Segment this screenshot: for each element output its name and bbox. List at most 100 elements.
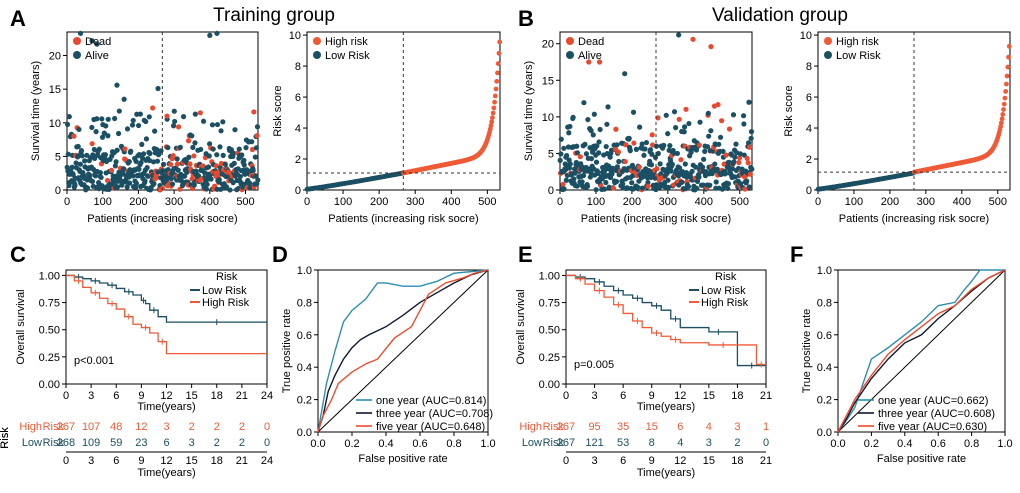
f-roc-curve-1 [837, 269, 1006, 433]
a-scatter-point [214, 30, 220, 36]
b-scatter-point [713, 179, 719, 185]
a-scatter-point [177, 144, 183, 150]
c-km-risktable-row-name: Low [22, 437, 42, 449]
a-scatter-point [114, 147, 120, 153]
a-scatter-ytick-label: 5 [55, 151, 61, 163]
b-risk-xtick-label: 300 [917, 196, 935, 208]
c-km-ytick-label: 0.00 [39, 379, 60, 391]
a-scatter-point [133, 180, 140, 186]
c-km-risktable-count: 0 [264, 437, 270, 449]
e-km-risktable-label: Risk [0, 427, 11, 449]
a-scatter-point [175, 167, 181, 173]
a-scatter-point [127, 180, 133, 186]
a-scatter-point [137, 111, 143, 117]
a-scatter-point [182, 173, 188, 179]
c-km-risktable-time: 24 [261, 455, 273, 467]
b-scatter-point [681, 124, 688, 130]
a-scatter-point [230, 150, 237, 156]
c-km-risktable-count: 268 [57, 437, 75, 449]
a-risk-xtick-label: 500 [478, 196, 496, 208]
a-scatter-point [202, 155, 208, 161]
b-risk-xtick-label: 0 [815, 196, 821, 208]
d-roc-legend-0: one year (AUC=0.814) [376, 395, 486, 407]
b-scatter-point [679, 179, 685, 185]
a-risk-point [490, 110, 496, 116]
c-km-risktable-time: 9 [138, 455, 144, 467]
b-scatter-point [736, 159, 742, 166]
b-scatter-point [645, 179, 651, 186]
a-scatter-xtick-label: 100 [94, 196, 112, 208]
b-scatter-point [596, 139, 602, 145]
b-scatter-point [603, 179, 609, 186]
b-risk-point [1001, 107, 1006, 112]
b-scatter-point [682, 161, 688, 167]
e-km-risktable-count: 267 [557, 421, 575, 433]
b-scatter-point [604, 121, 610, 127]
c-km-risktable-time: 0 [63, 455, 69, 467]
b-risk-point [1002, 95, 1008, 101]
e-km-risktable-time: 3 [592, 455, 598, 467]
a-scatter-point [150, 105, 156, 111]
e-km-risktable-time: 9 [649, 455, 655, 467]
a-scatter-point [223, 184, 230, 190]
e-km-xtick-label: 18 [731, 390, 743, 402]
b-risk-point [1000, 112, 1006, 117]
d-roc-curve-1 [317, 269, 489, 433]
b-scatter-point [579, 179, 585, 185]
b-scatter-legend-dead: Dead [578, 36, 604, 48]
a-scatter-point [147, 150, 153, 157]
b-scatter-point [708, 44, 714, 50]
a-scatter-point [103, 123, 109, 129]
b-scatter-point [558, 151, 564, 157]
c-km-risktable-count: 2 [189, 421, 195, 433]
f-roc-ytick-label: 0.2 [817, 395, 832, 407]
panel-label-a: A [10, 6, 26, 31]
a-scatter-point [247, 184, 253, 190]
b-scatter-point [736, 155, 743, 161]
b-scatter-point [606, 163, 612, 169]
b-scatter-point [588, 170, 594, 176]
b-scatter-point [665, 131, 671, 137]
b-scatter-point [674, 150, 680, 157]
b-scatter-point [605, 104, 611, 110]
e-km-risktable-count: 8 [649, 437, 655, 449]
b-scatter-point [702, 148, 708, 154]
a-risk-point [497, 39, 503, 45]
a-scatter-legend-alive: Alive [85, 50, 109, 62]
b-risk-point [1001, 101, 1007, 107]
b-scatter-point [721, 161, 727, 167]
b-scatter-point [706, 133, 712, 139]
c-km-risktable-count: 59 [110, 437, 122, 449]
e-km-risktable-time: 12 [674, 455, 686, 467]
b-risk-point [1005, 64, 1011, 70]
b-risk-ytick-label: 8 [806, 61, 812, 73]
a-scatter-point [168, 161, 174, 168]
a-risk-xlabel: Patients (increasing risk socre) [328, 213, 478, 225]
c-km-xtick-label: 15 [186, 390, 198, 402]
c-km-ytick-label: 0.75 [39, 298, 60, 310]
e-km-curve-low [566, 274, 766, 367]
b-scatter-point [696, 142, 702, 148]
d-roc-ytick-label: 0.0 [297, 427, 312, 439]
e-km-xtick-label: 6 [620, 390, 626, 402]
b-scatter-point [738, 181, 744, 187]
b-scatter-point [641, 152, 647, 158]
f-roc-ytick-label: 0.6 [817, 330, 832, 342]
a-scatter-point [241, 157, 247, 163]
a-risk-point [492, 99, 497, 105]
d-roc-diagonal [317, 269, 489, 433]
b-scatter-point [648, 162, 655, 168]
b-scatter-point [622, 158, 628, 165]
a-scatter-point [154, 158, 161, 164]
a-risk-point [493, 86, 499, 92]
a-scatter-point [89, 124, 95, 131]
b-scatter-legend-alive-marker [566, 51, 574, 59]
c-km-xtick-label: 3 [88, 390, 94, 402]
a-scatter-point [99, 134, 106, 140]
a-scatter-point [93, 129, 99, 135]
c-km-ytick-label: 0.50 [39, 325, 60, 337]
b-scatter-point [730, 112, 737, 118]
a-risk-xtick-label: 300 [406, 196, 424, 208]
b-scatter-point [586, 59, 592, 65]
